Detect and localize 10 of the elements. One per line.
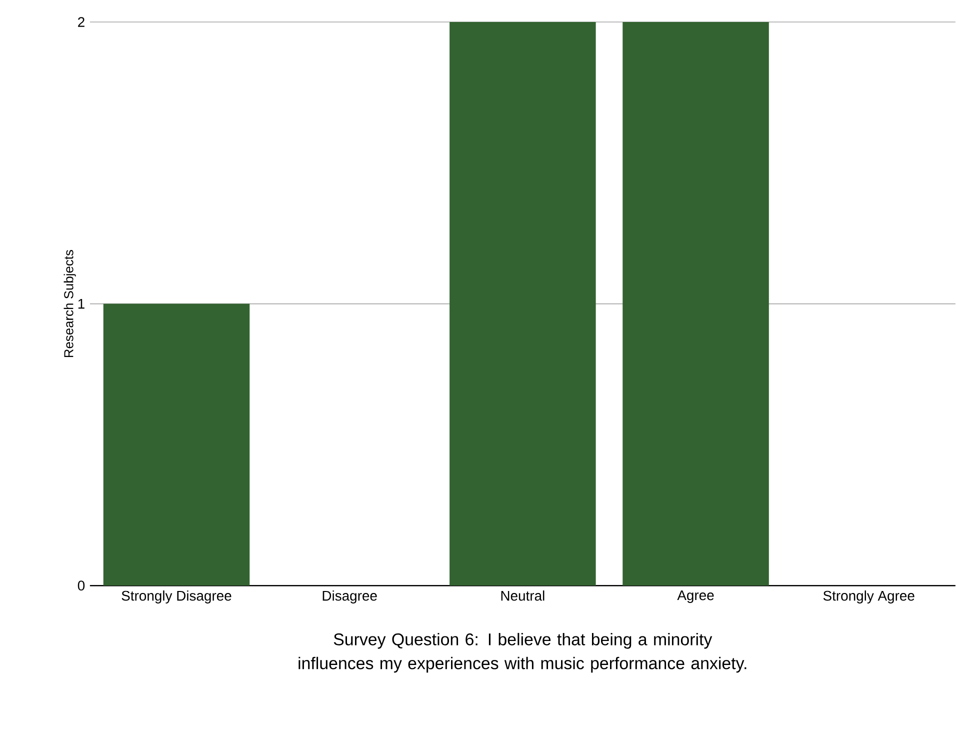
- x-tick-label: Neutral: [501, 590, 544, 601]
- y-tick-label: 0: [78, 580, 85, 591]
- y-tick-label: 2: [78, 17, 84, 28]
- x-axis-title: Survey Question 6: I believe that being a minority influences my experiences with music performance anxiety.: [298, 633, 746, 673]
- x-tick-label: Strongly Agree: [823, 590, 914, 604]
- x-tick-label: Agree: [677, 590, 714, 604]
- x-tick-label: Strongly Disagree: [122, 590, 232, 604]
- y-tick-label: 1: [78, 299, 84, 309]
- y-axis-title: Research Subjects: [64, 250, 76, 358]
- x-tick-label: Disagree: [322, 590, 377, 604]
